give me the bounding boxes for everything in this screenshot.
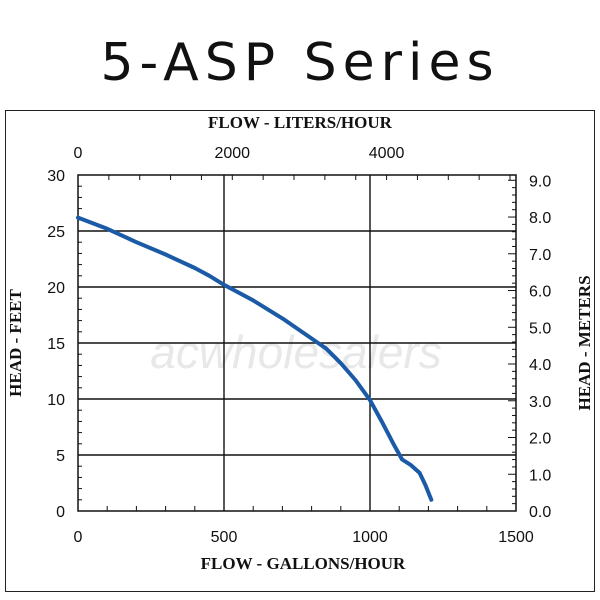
y-right-tick-label: 1.0: [529, 467, 551, 484]
x-bottom-tick-label: 1500: [498, 529, 534, 546]
x-top-tick-label: 4000: [369, 145, 405, 162]
x-top-tick-label: 0: [74, 145, 83, 162]
y-right-tick-label: 9.0: [529, 173, 551, 190]
watermark-text: acwholesalers: [150, 326, 441, 378]
y-left-tick-label: 25: [47, 224, 65, 241]
y-left-tick-label: 20: [47, 280, 65, 297]
y-left-tick-label: 0: [56, 504, 65, 521]
page-title: 5-ASP Series: [100, 33, 500, 93]
x-top-tick-label: 2000: [214, 145, 250, 162]
y-left-tick-label: 30: [47, 168, 65, 185]
y-right-tick-label: 3.0: [529, 394, 551, 411]
x-top-axis-title: FLOW - LITERS/HOUR: [208, 113, 393, 132]
y-left-tick-label: 10: [47, 392, 65, 409]
y-right-axis-title: HEAD - METERS: [575, 275, 594, 410]
y-right-tick-label: 7.0: [529, 247, 551, 264]
x-bottom-tick-label: 500: [211, 529, 238, 546]
x-bottom-axis-title: FLOW - GALLONS/HOUR: [201, 554, 406, 573]
pump-curve-line: [76, 215, 434, 502]
grid: [78, 175, 516, 511]
y-right-tick-label: 4.0: [529, 357, 551, 374]
chart-frame: [5, 110, 595, 592]
x-bottom-tick-label: 1000: [352, 529, 388, 546]
y-right-tick-label: 2.0: [529, 431, 551, 448]
y-left-tick-label: 5: [56, 448, 65, 465]
y-right-tick-label: 6.0: [529, 284, 551, 301]
y-right-tick-label: 0.0: [529, 504, 551, 521]
tick-labels: 0 500 1000 1500 0 2000 4000 0 5 10 15 20 25 30 0.0 1.0 2…: [47, 145, 551, 546]
y-left-tick-label: 15: [47, 336, 65, 353]
y-right-tick-label: 8.0: [529, 210, 551, 227]
y-right-tick-label: 5.0: [529, 320, 551, 337]
y-left-axis-title: HEAD - FEET: [6, 289, 25, 397]
axis-ticks: [77, 174, 517, 512]
x-bottom-tick-label: 0: [74, 529, 83, 546]
